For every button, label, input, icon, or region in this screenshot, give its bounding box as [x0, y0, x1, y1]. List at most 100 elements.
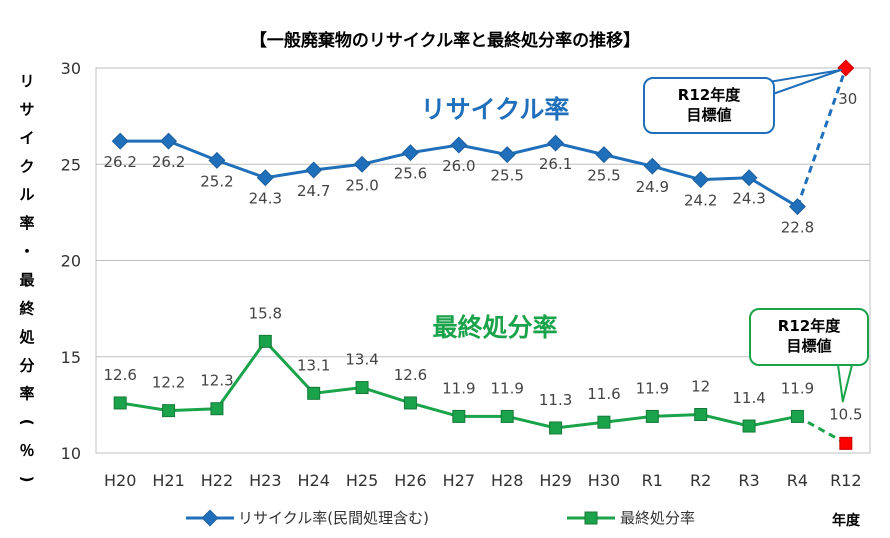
data-point: [450, 136, 468, 154]
y-label-char: 率: [19, 214, 34, 232]
data-label: 12.3: [200, 372, 233, 390]
data-point: [111, 132, 129, 150]
y-label-char: ル: [19, 186, 34, 204]
y-label-char: ・: [19, 243, 34, 261]
data-point: [694, 408, 708, 421]
y-label-char: 分: [19, 356, 34, 374]
y-axis-ticks: 10 15 20 25 30: [61, 59, 81, 463]
x-tick-label: R4: [787, 471, 808, 490]
y-label-char: 処: [18, 328, 35, 346]
series-0: 26.2 26.2 25.2 24.3 24.7 25.0 25.6 26.0 25.5 26.1…: [103, 59, 857, 237]
data-point: [597, 415, 611, 429]
y-label-char: ク: [19, 157, 34, 175]
series-1: 12.6 12.2 12.3 15.8 13.1 13.4 12.6 11.9 11.9 11.3…: [103, 304, 863, 450]
data-label: 26.2: [152, 153, 185, 171]
x-tick-label: H21: [152, 471, 184, 490]
data-point: [452, 409, 466, 423]
data-label: 12: [691, 378, 710, 396]
data-point: [353, 155, 371, 173]
data-label: 25.6: [394, 165, 427, 183]
data-label: 13.4: [345, 351, 378, 369]
y-tick-label: 10: [61, 444, 81, 463]
y-tick-label: 30: [61, 59, 81, 78]
data-label: 26.0: [442, 157, 475, 175]
y-axis-label: リサイクル率・最終処分率(％): [18, 72, 36, 482]
data-label: 25.5: [490, 167, 523, 185]
data-label: 10.5: [829, 405, 862, 423]
y-label-char: 終: [19, 299, 35, 317]
data-label: 24.2: [684, 192, 717, 210]
data-label: 25.2: [200, 172, 233, 190]
y-label-char: (: [18, 419, 36, 426]
data-label: 12.6: [103, 366, 136, 384]
data-point: [256, 169, 274, 187]
target-point: [839, 436, 853, 450]
data-point: [160, 132, 178, 150]
x-tick-label: H27: [443, 471, 475, 490]
x-tick-label: H25: [346, 471, 378, 490]
x-tick-label: H22: [201, 471, 233, 490]
data-label: 11.9: [636, 379, 669, 397]
data-label: 24.3: [249, 190, 282, 208]
x-tick-label: R1: [642, 471, 663, 490]
y-tick-label: 15: [61, 348, 81, 367]
x-tick-label: H20: [104, 471, 136, 490]
data-point: [258, 334, 272, 348]
data-label: 11.9: [781, 379, 814, 397]
data-point: [547, 134, 565, 152]
callout-pointer: [837, 364, 853, 403]
gridlines: [95, 67, 871, 454]
data-label: 13.1: [297, 356, 330, 374]
data-point: [355, 381, 369, 395]
data-label: 11.4: [732, 389, 765, 407]
data-label: 25.0: [345, 176, 378, 194]
data-label: 11.9: [490, 379, 523, 397]
x-tick-label: H30: [588, 471, 620, 490]
target-projection-line: [796, 67, 848, 208]
data-label: 26.1: [539, 155, 572, 173]
legend-item-final-disposal: 最終処分率: [567, 509, 695, 527]
data-point: [645, 409, 659, 423]
data-label: 22.8: [781, 219, 814, 237]
callout-text: 目標値: [686, 106, 731, 124]
data-point: [403, 396, 417, 410]
series-overlay-label: リサイクル率: [421, 95, 570, 124]
data-point: [500, 409, 514, 423]
data-point: [210, 402, 224, 416]
data-label: 24.3: [732, 190, 765, 208]
data-point: [790, 409, 804, 423]
x-tick-label: R3: [738, 471, 759, 490]
target-point: [837, 59, 855, 77]
y-label-char: 最: [19, 271, 35, 289]
data-point: [740, 169, 758, 187]
data-label: 30: [838, 90, 857, 108]
data-point: [208, 151, 226, 169]
data-point: [595, 146, 613, 164]
data-point: [549, 421, 563, 435]
y-label-char: リ: [19, 72, 34, 90]
legend-label: 最終処分率: [620, 509, 695, 527]
legend-item-recycling: リサイクル率(民間処理含む): [186, 509, 429, 527]
series-layer: 26.2 26.2 25.2 24.3 24.7 25.0 25.6 26.0 25.5 26.1…: [103, 59, 863, 450]
x-tick-label: H28: [491, 471, 523, 490]
data-point: [788, 198, 806, 216]
data-point: [643, 157, 661, 175]
y-label-char: ): [18, 476, 36, 483]
data-point: [305, 161, 323, 179]
y-label-char: イ: [19, 129, 34, 147]
data-point: [692, 171, 710, 189]
x-tick-label: H26: [394, 471, 426, 490]
y-label-char: ％: [19, 442, 34, 460]
series-overlay-label: 最終処分率: [432, 313, 557, 342]
data-point: [307, 386, 321, 400]
data-point: [162, 404, 176, 418]
data-point: [401, 144, 419, 162]
legend-marker: [584, 511, 598, 525]
callout-fill: [752, 311, 866, 363]
x-tick-label: H29: [539, 471, 571, 490]
y-tick-label: 25: [61, 155, 81, 174]
y-tick-label: 20: [61, 252, 81, 271]
y-label-char: サ: [19, 100, 34, 118]
